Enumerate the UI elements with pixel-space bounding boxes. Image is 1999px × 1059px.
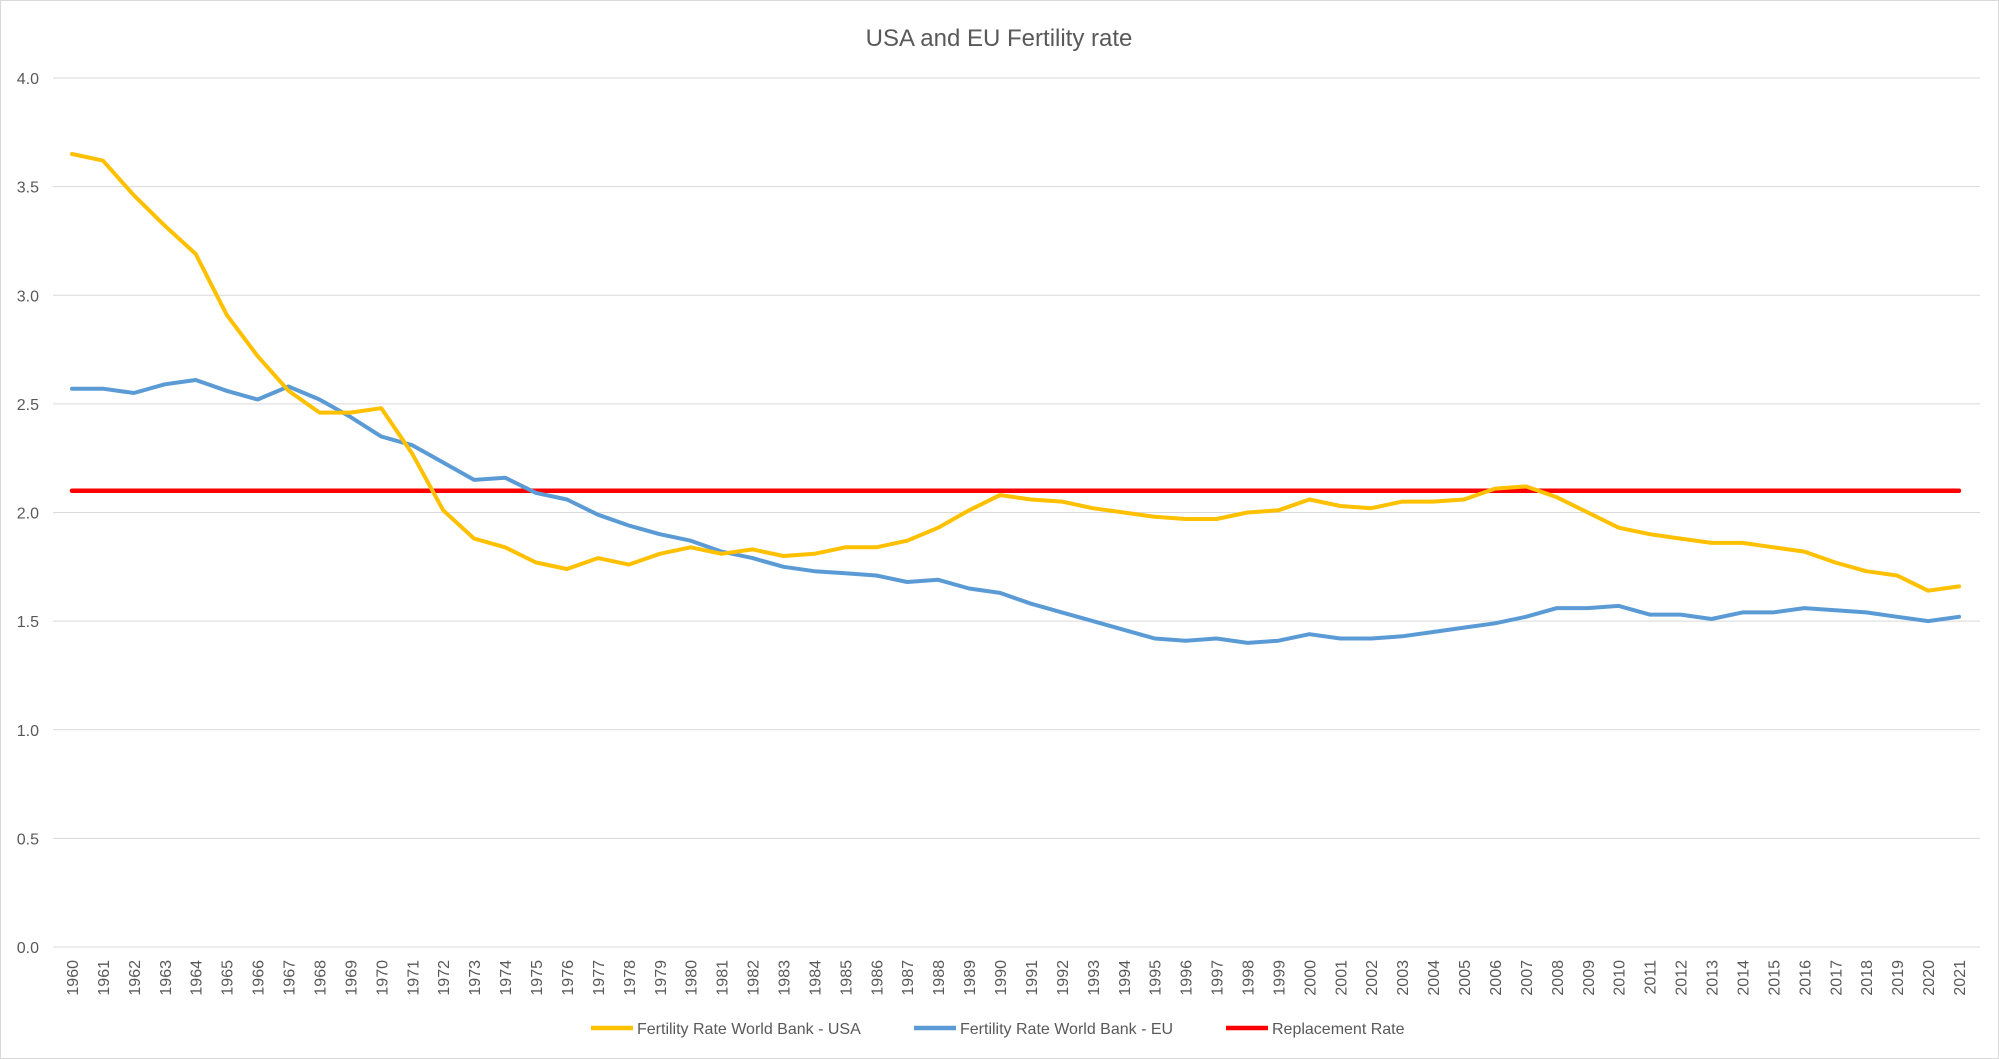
x-tick-label: 1966: [251, 960, 268, 996]
legend-label: Fertility Rate World Bank - EU: [960, 1021, 1173, 1038]
x-tick-label: 1999: [1271, 960, 1288, 996]
x-tick-label: 2008: [1550, 960, 1567, 996]
x-tick-label: 1995: [1148, 960, 1165, 996]
x-tick-label: 1967: [282, 960, 299, 996]
x-tick-label: 1993: [1086, 960, 1103, 996]
legend-label: Replacement Rate: [1272, 1021, 1405, 1038]
x-axis-tick-labels: 1960 1961 1962 1963 1964 1965 1966 1967 1968 1969…: [65, 960, 1969, 996]
legend-item-usa: Fertility Rate World Bank - USA: [591, 1021, 861, 1038]
legend-item-replacement-rate: Replacement Rate: [1226, 1021, 1405, 1038]
x-tick-label: 1971: [405, 960, 422, 996]
series-lines: [69, 152, 1962, 645]
series-line-usa: [70, 152, 1961, 593]
y-tick-label: 3.5: [17, 180, 39, 197]
x-tick-label: 2006: [1488, 960, 1505, 996]
x-tick-label: 2015: [1766, 960, 1783, 996]
y-tick-label: 4.0: [17, 71, 39, 88]
x-tick-label: 2014: [1735, 960, 1752, 996]
x-tick-label: 1988: [931, 960, 948, 996]
x-tick-label: 1998: [1241, 960, 1258, 996]
x-tick-label: 1962: [127, 960, 144, 996]
legend-label: Fertility Rate World Bank - USA: [637, 1021, 861, 1038]
x-tick-label: 2010: [1612, 960, 1629, 996]
x-tick-label: 1979: [653, 960, 670, 996]
x-tick-label: 1996: [1179, 960, 1196, 996]
x-tick-label: 1968: [312, 960, 329, 996]
x-tick-label: 1991: [1024, 960, 1041, 996]
x-tick-label: 1992: [1055, 960, 1072, 996]
x-tick-label: 1973: [467, 960, 484, 996]
x-tick-label: 1974: [498, 960, 515, 996]
x-tick-label: 1972: [436, 960, 453, 996]
x-tick-label: 1961: [96, 960, 113, 996]
x-tick-label: 2011: [1643, 960, 1660, 995]
x-tick-label: 1963: [158, 960, 175, 996]
x-tick-label: 1975: [529, 960, 546, 996]
x-tick-label: 2019: [1890, 960, 1907, 996]
x-tick-label: 2013: [1705, 960, 1722, 996]
x-tick-label: 2007: [1519, 960, 1536, 996]
chart-title: USA and EU Fertility rate: [866, 25, 1133, 52]
legend-item-eu: Fertility Rate World Bank - EU: [914, 1021, 1173, 1038]
x-tick-label: 1987: [900, 960, 917, 996]
y-tick-label: 2.5: [17, 397, 39, 414]
x-tick-label: 1981: [715, 960, 732, 996]
x-tick-label: 1986: [869, 960, 886, 996]
x-tick-label: 1983: [776, 960, 793, 996]
x-tick-label: 1970: [374, 960, 391, 996]
x-tick-label: 2009: [1581, 960, 1598, 996]
x-tick-label: 1984: [807, 960, 824, 996]
y-tick-label: 3.0: [17, 288, 39, 305]
x-tick-label: 2012: [1674, 960, 1691, 996]
x-tick-label: 2020: [1921, 960, 1938, 996]
x-tick-label: 1982: [746, 960, 763, 996]
x-tick-label: 2005: [1457, 960, 1474, 996]
x-tick-label: 1978: [622, 960, 639, 996]
series-line-eu: [70, 378, 1961, 645]
x-tick-label: 1960: [65, 960, 82, 996]
y-tick-label: 0.5: [17, 831, 39, 848]
x-tick-label: 2000: [1302, 960, 1319, 996]
x-tick-label: 2017: [1828, 960, 1845, 996]
x-tick-label: 2001: [1333, 960, 1350, 996]
x-tick-label: 1976: [560, 960, 577, 996]
x-tick-label: 2016: [1797, 960, 1814, 996]
x-tick-label: 1989: [962, 960, 979, 996]
x-tick-label: 1969: [343, 960, 360, 996]
y-tick-label: 1.0: [17, 723, 39, 740]
x-tick-label: 2018: [1859, 960, 1876, 996]
gridlines: [53, 77, 1980, 948]
x-tick-label: 2003: [1395, 960, 1412, 996]
x-tick-label: 1985: [838, 960, 855, 996]
x-tick-label: 1994: [1117, 960, 1134, 996]
legend: Fertility Rate World Bank - USA Fertility…: [591, 1021, 1405, 1038]
y-tick-label: 0.0: [17, 940, 39, 957]
x-tick-label: 2002: [1364, 960, 1381, 996]
x-tick-label: 1997: [1210, 960, 1227, 996]
y-tick-label: 2.0: [17, 506, 39, 523]
x-tick-label: 1980: [684, 960, 701, 996]
x-tick-label: 1977: [591, 960, 608, 996]
y-axis-tick-labels: 0.0 0.5 1.0 1.5 2.0 2.5 3.0 3.5 4.0: [17, 71, 39, 957]
x-tick-label: 1964: [189, 960, 206, 996]
y-tick-label: 1.5: [17, 614, 39, 631]
x-tick-label: 2004: [1426, 960, 1443, 996]
x-tick-label: 1990: [993, 960, 1010, 996]
x-tick-label: 2021: [1952, 960, 1969, 996]
x-tick-label: 1965: [220, 960, 237, 996]
